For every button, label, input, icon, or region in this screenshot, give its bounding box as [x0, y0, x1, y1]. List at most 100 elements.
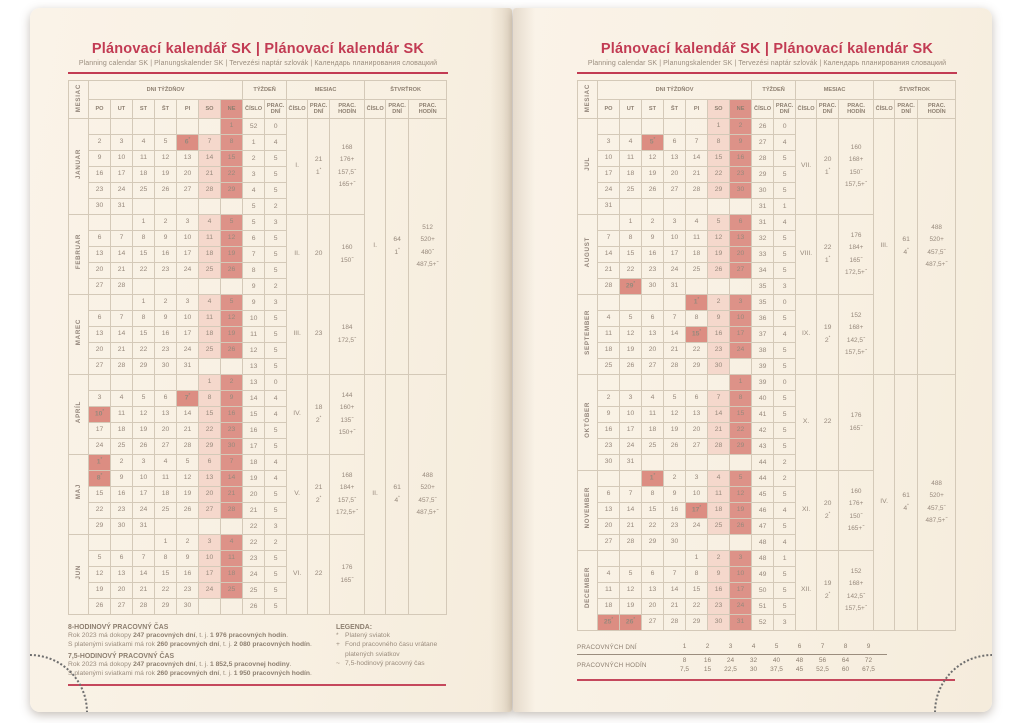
month-name-label: JANUÁR: [75, 149, 82, 179]
week-number-cell: 48: [751, 534, 775, 551]
day-cell: 15: [154, 566, 177, 583]
text-segment: , t. j.: [219, 641, 234, 649]
week-workdays-cell: 0: [264, 374, 288, 391]
month-name-label: AUGUST: [584, 236, 591, 268]
calendar-week-row: 17 18 19 20 21 22 23 16 5: [69, 422, 447, 439]
week-number-cell: 29: [751, 166, 775, 183]
day-cell: 25: [198, 342, 221, 359]
day-cell: 12: [663, 406, 686, 423]
day-cell: [663, 454, 686, 471]
day-cell: 13: [110, 566, 133, 583]
day-cell: 11: [707, 486, 730, 503]
day-cell: 21: [110, 342, 133, 359]
week-workdays-cell: 5: [773, 422, 797, 439]
day-cell: [88, 294, 111, 311]
calendar-week-row: 31 31 1: [578, 198, 956, 215]
work-days-value: 2: [705, 643, 710, 650]
week-number-cell: 52: [242, 118, 266, 135]
quarter-workhours-header: PRAC. HODÍN: [408, 99, 448, 119]
week-workdays-cell: 5: [773, 230, 797, 247]
week-number-cell: 44: [751, 470, 775, 487]
day-cell: [707, 374, 730, 391]
day-cell: [685, 534, 708, 551]
day-cell: 5: [88, 550, 111, 567]
day-cell: [219, 358, 244, 375]
day-cell: [619, 118, 642, 135]
week-workdays-cell: 2: [264, 198, 288, 215]
day-cell: 30: [88, 198, 111, 215]
day-cell: 14: [110, 326, 133, 343]
day-cell: 16: [154, 326, 177, 343]
day-cell: 16: [641, 246, 664, 263]
day-cell: 16: [154, 246, 177, 263]
working-time-line: Rok 2023 má dokopy 247 pracovných dní, t…: [68, 631, 320, 640]
day-cell: 23: [154, 342, 177, 359]
quarter-workdays-cell: 61 4*: [894, 118, 919, 375]
calendar-week-row: 29 30 31 22 3: [69, 518, 447, 535]
day-cell: [707, 534, 730, 551]
day-cell: 19: [219, 326, 244, 343]
day-cell: 22: [685, 598, 708, 615]
planning-calendar-grid: MESIAC DNI TÝŽDŇOV TÝŽDEŇ MESIAC ŠTVRŤROK PO U…: [577, 80, 957, 631]
day-cell: 25: [619, 182, 642, 199]
calendar-week-row: 27 28 29 30 31 13 5: [69, 358, 447, 375]
planner-page-left: Plánovací kalendář SK | Plánovací kalend…: [30, 8, 512, 712]
week-workdays-cell: 3: [773, 614, 797, 631]
day-cell: 14: [663, 582, 686, 599]
day-cell: 14: [219, 470, 244, 487]
day-cell: [619, 294, 642, 311]
month-name-cell: NOVEMBER: [577, 470, 598, 551]
month-number-header: ČÍSLO: [795, 99, 818, 119]
calendar-week-row: 23 24 25 26 27 28 29 4 5: [69, 182, 447, 199]
day-cell: 10: [198, 550, 221, 567]
day-cell: [110, 294, 133, 311]
day-cell: 9: [597, 406, 620, 423]
calendar-week-row: 20 21 22 23 24 25 26 12 5: [69, 342, 447, 359]
day-cell: 15: [728, 406, 753, 423]
week-workdays-cell: 5: [773, 582, 797, 599]
quarter-number-header: ČÍSLO: [873, 99, 896, 119]
day-cell: 27: [597, 534, 620, 551]
day-cell: 4: [110, 390, 133, 407]
week-number-cell: 5: [242, 198, 266, 215]
day-cell: 21: [219, 486, 244, 503]
calendar-week-row: 27 28 29 30 48 4: [578, 534, 956, 551]
day-cell: 2: [88, 134, 111, 151]
day-cell: 27: [88, 278, 111, 295]
day-cell: 29: [154, 598, 177, 615]
day-cell: 15: [88, 486, 111, 503]
day-cell: 26: [154, 182, 177, 199]
day-cell: 20: [198, 486, 221, 503]
month-workdays-cell: 18 2*: [307, 374, 331, 455]
week-workdays-cell: 5: [264, 166, 288, 183]
day-cell: 26: [176, 502, 199, 519]
day-cell: 24: [728, 598, 753, 615]
day-cell: 26: [707, 262, 730, 279]
month-number-cell: III.: [286, 294, 309, 375]
day-cell: 25: [132, 182, 155, 199]
week-number-cell: 27: [751, 134, 775, 151]
day-cell: 6: [198, 454, 221, 471]
day-cell: 1: [132, 294, 155, 311]
page-subtitle: Planning calendar SK | Planungskalender …: [78, 60, 438, 67]
text-segment: 2 080 pracovných hodín: [233, 641, 310, 649]
day-cell: 10: [597, 150, 620, 167]
calendar-week-row: DECEMBER 1 2 3 48 1 XII. 19 2* 152 168+ 142,5~ 157,5…: [577, 550, 956, 631]
calendar-week-row: 8* 9 10 11 12 13 14 19 4: [69, 470, 447, 487]
day-cell: 21: [198, 166, 221, 183]
week-number-cell: 42: [751, 422, 775, 439]
day-cell: 9: [154, 310, 177, 327]
header-rule: [68, 72, 448, 74]
week-workdays-cell: 5: [773, 246, 797, 263]
day-cell: 25: [685, 262, 708, 279]
day-cell: 10: [176, 230, 199, 247]
day-cell: 2: [641, 214, 664, 231]
week-number-cell: 41: [751, 406, 775, 423]
month-name-label: MÁJ: [75, 484, 82, 500]
day-cell: [685, 118, 708, 135]
day-cell: [597, 550, 620, 567]
day-cell: 28: [110, 358, 133, 375]
day-cell: 22: [132, 342, 155, 359]
calendar-table-jan-jun: MESIAC DNI TÝŽDŇOV TÝŽDEŇ MESIAC ŠTVRŤROK PO U…: [68, 80, 448, 615]
